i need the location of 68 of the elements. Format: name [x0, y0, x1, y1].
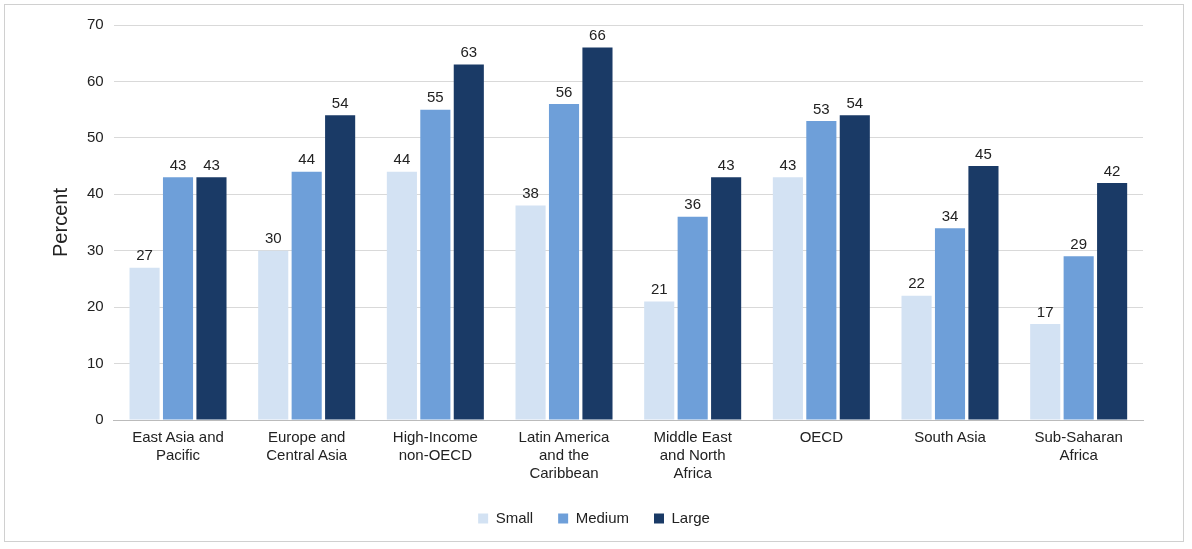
y-axis-title: Percent [48, 187, 71, 257]
x-tick-label: Europe and Central Asia [266, 428, 348, 464]
data-label: 38 [522, 184, 539, 202]
data-label: 30 [264, 229, 282, 247]
bar [644, 301, 675, 420]
bar [386, 171, 417, 420]
data-label: 43 [203, 156, 220, 173]
data-label: 44 [393, 150, 411, 168]
data-label: 36 [684, 195, 702, 213]
bar [901, 295, 932, 420]
bar [582, 47, 613, 420]
x-tick-label: Latin America and the Caribbean [518, 428, 611, 482]
x-tick-label: Sub-Saharan Africa [1034, 428, 1123, 464]
bar [677, 216, 708, 420]
data-label: 44 [298, 150, 316, 168]
y-tick-label: 10 [87, 353, 104, 371]
legend-label: Large [671, 508, 710, 526]
data-label: 55 [427, 88, 444, 106]
data-label: 29 [1070, 235, 1088, 252]
bar [196, 177, 227, 420]
bar [806, 120, 837, 420]
bar [162, 177, 194, 420]
x-tick-label: East Asia and Pacific [132, 428, 224, 464]
x-tick-label: South Asia [914, 428, 987, 446]
bar [291, 171, 322, 420]
bar [325, 115, 356, 420]
bar [258, 250, 289, 420]
y-tick-label: 70 [87, 15, 104, 33]
y-tick-label: 40 [87, 184, 104, 202]
bar [968, 166, 999, 420]
data-label: 45 [975, 144, 992, 162]
x-tick-label: High-Income non-OECD [392, 428, 478, 464]
legend-label: Small [495, 508, 534, 526]
data-label: 63 [460, 43, 478, 61]
data-label: 54 [846, 93, 864, 111]
legend-label: Medium [575, 508, 630, 526]
bar [420, 109, 451, 420]
data-label: 21 [650, 280, 668, 298]
y-tick-label: 60 [87, 71, 104, 89]
data-label: 56 [555, 82, 573, 100]
data-label: 42 [1103, 161, 1121, 179]
data-label: 34 [941, 206, 959, 224]
data-label: 43 [779, 156, 797, 173]
y-tick-label: 20 [87, 297, 104, 315]
bar [839, 115, 870, 420]
bar [548, 104, 580, 420]
bar [1030, 324, 1061, 420]
data-label: 27 [136, 246, 153, 264]
data-label: 66 [589, 26, 606, 44]
bar [1097, 183, 1128, 420]
y-tick-label: 30 [87, 240, 104, 258]
data-label: 53 [813, 99, 830, 117]
bar [1063, 256, 1094, 420]
x-tick-label: OECD [799, 428, 844, 446]
bar [515, 205, 546, 420]
y-tick-label: 50 [87, 128, 104, 145]
bar [711, 177, 742, 420]
x-tick-label: Middle East and North Africa [653, 428, 733, 482]
data-label: 43 [169, 156, 187, 173]
data-label: 17 [1036, 302, 1054, 320]
data-label: 43 [717, 156, 735, 173]
bar [934, 228, 966, 420]
data-label: 54 [331, 93, 349, 111]
y-tick-label: 0 [95, 410, 104, 428]
bar [453, 64, 484, 420]
bar [129, 267, 160, 420]
data-label: 22 [908, 274, 925, 292]
bar [772, 177, 803, 420]
